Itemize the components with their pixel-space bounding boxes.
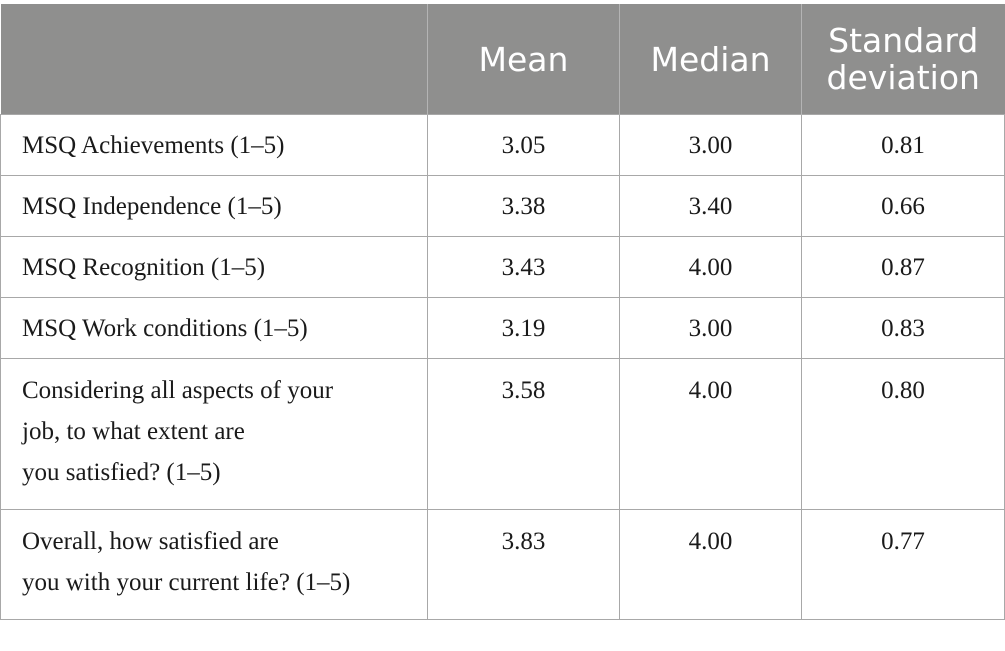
statistics-table-container: Mean Median Standard deviation MSQ Achie… xyxy=(0,4,1005,620)
row-label-line: job, to what extent are xyxy=(22,418,245,445)
median-value: 4.00 xyxy=(688,528,733,555)
table-header-row: Mean Median Standard deviation xyxy=(0,4,1005,115)
header-median: Median xyxy=(619,4,802,115)
sd-cell: 0.81 xyxy=(801,114,1005,176)
sd-cell: 0.80 xyxy=(801,358,1005,510)
mean-cell: 3.05 xyxy=(427,114,620,176)
sd-value: 0.87 xyxy=(881,254,925,281)
row-label-text: MSQ Independence (1–5) xyxy=(22,193,282,220)
header-standard-deviation-text: Standard deviation xyxy=(826,21,980,97)
sd-value: 0.83 xyxy=(881,315,925,342)
mean-cell: 3.58 xyxy=(427,358,620,510)
median-value: 3.40 xyxy=(688,193,733,220)
sd-cell: 0.87 xyxy=(801,236,1005,298)
median-value: 4.00 xyxy=(688,377,733,404)
mean-value: 3.05 xyxy=(501,132,546,159)
mean-value: 3.83 xyxy=(501,528,546,555)
median-cell: 3.00 xyxy=(619,297,802,359)
median-cell: 4.00 xyxy=(619,358,802,510)
row-label: MSQ Independence (1–5) xyxy=(0,175,428,237)
row-label: MSQ Recognition (1–5) xyxy=(0,236,428,298)
row-label-text: MSQ Achievements (1–5) xyxy=(22,132,285,159)
mean-cell: 3.38 xyxy=(427,175,620,237)
table-row: MSQ Achievements (1–5) 3.05 3.00 0.81 xyxy=(0,114,1005,176)
median-cell: 4.00 xyxy=(619,509,802,620)
sd-cell: 0.83 xyxy=(801,297,1005,359)
header-label-column xyxy=(0,4,428,115)
row-label: MSQ Work conditions (1–5) xyxy=(0,297,428,359)
row-label-text: MSQ Work conditions (1–5) xyxy=(22,315,308,342)
row-label-text: Overall, how satisfied are you with your… xyxy=(22,510,419,619)
mean-cell: 3.83 xyxy=(427,509,620,620)
mean-value: 3.38 xyxy=(501,193,546,220)
sd-cell: 0.66 xyxy=(801,175,1005,237)
mean-cell: 3.43 xyxy=(427,236,620,298)
sd-value: 0.81 xyxy=(881,132,925,159)
table-row: Considering all aspects of your job, to … xyxy=(0,358,1005,510)
row-label-line: Considering all aspects of your xyxy=(22,377,334,404)
table-row: MSQ Work conditions (1–5) 3.19 3.00 0.83 xyxy=(0,297,1005,359)
row-label: MSQ Achievements (1–5) xyxy=(0,114,428,176)
table-row: MSQ Recognition (1–5) 3.43 4.00 0.87 xyxy=(0,236,1005,298)
sd-value: 0.80 xyxy=(881,377,925,404)
median-cell: 3.00 xyxy=(619,114,802,176)
row-label: Considering all aspects of your job, to … xyxy=(0,358,428,510)
statistics-table: Mean Median Standard deviation MSQ Achie… xyxy=(0,4,1005,620)
mean-value: 3.19 xyxy=(501,315,546,342)
mean-cell: 3.19 xyxy=(427,297,620,359)
row-label-line: you satisfied? (1–5) xyxy=(22,459,221,486)
row-label: Overall, how satisfied are you with your… xyxy=(0,509,428,620)
median-cell: 4.00 xyxy=(619,236,802,298)
row-label-line: you with your current life? (1–5) xyxy=(22,569,351,596)
median-value: 3.00 xyxy=(688,132,733,159)
median-value: 4.00 xyxy=(688,254,733,281)
header-mean: Mean xyxy=(427,4,620,115)
row-label-text: Considering all aspects of your job, to … xyxy=(22,359,419,509)
sd-value: 0.66 xyxy=(881,193,925,220)
row-label-line: Overall, how satisfied are xyxy=(22,528,279,555)
median-value: 3.00 xyxy=(688,315,733,342)
table-row: Overall, how satisfied are you with your… xyxy=(0,509,1005,620)
mean-value: 3.43 xyxy=(501,254,546,281)
sd-cell: 0.77 xyxy=(801,509,1005,620)
table-row: MSQ Independence (1–5) 3.38 3.40 0.66 xyxy=(0,175,1005,237)
header-standard-deviation: Standard deviation xyxy=(801,4,1005,115)
row-label-text: MSQ Recognition (1–5) xyxy=(22,254,266,281)
median-cell: 3.40 xyxy=(619,175,802,237)
mean-value: 3.58 xyxy=(501,377,546,404)
sd-value: 0.77 xyxy=(881,528,925,555)
